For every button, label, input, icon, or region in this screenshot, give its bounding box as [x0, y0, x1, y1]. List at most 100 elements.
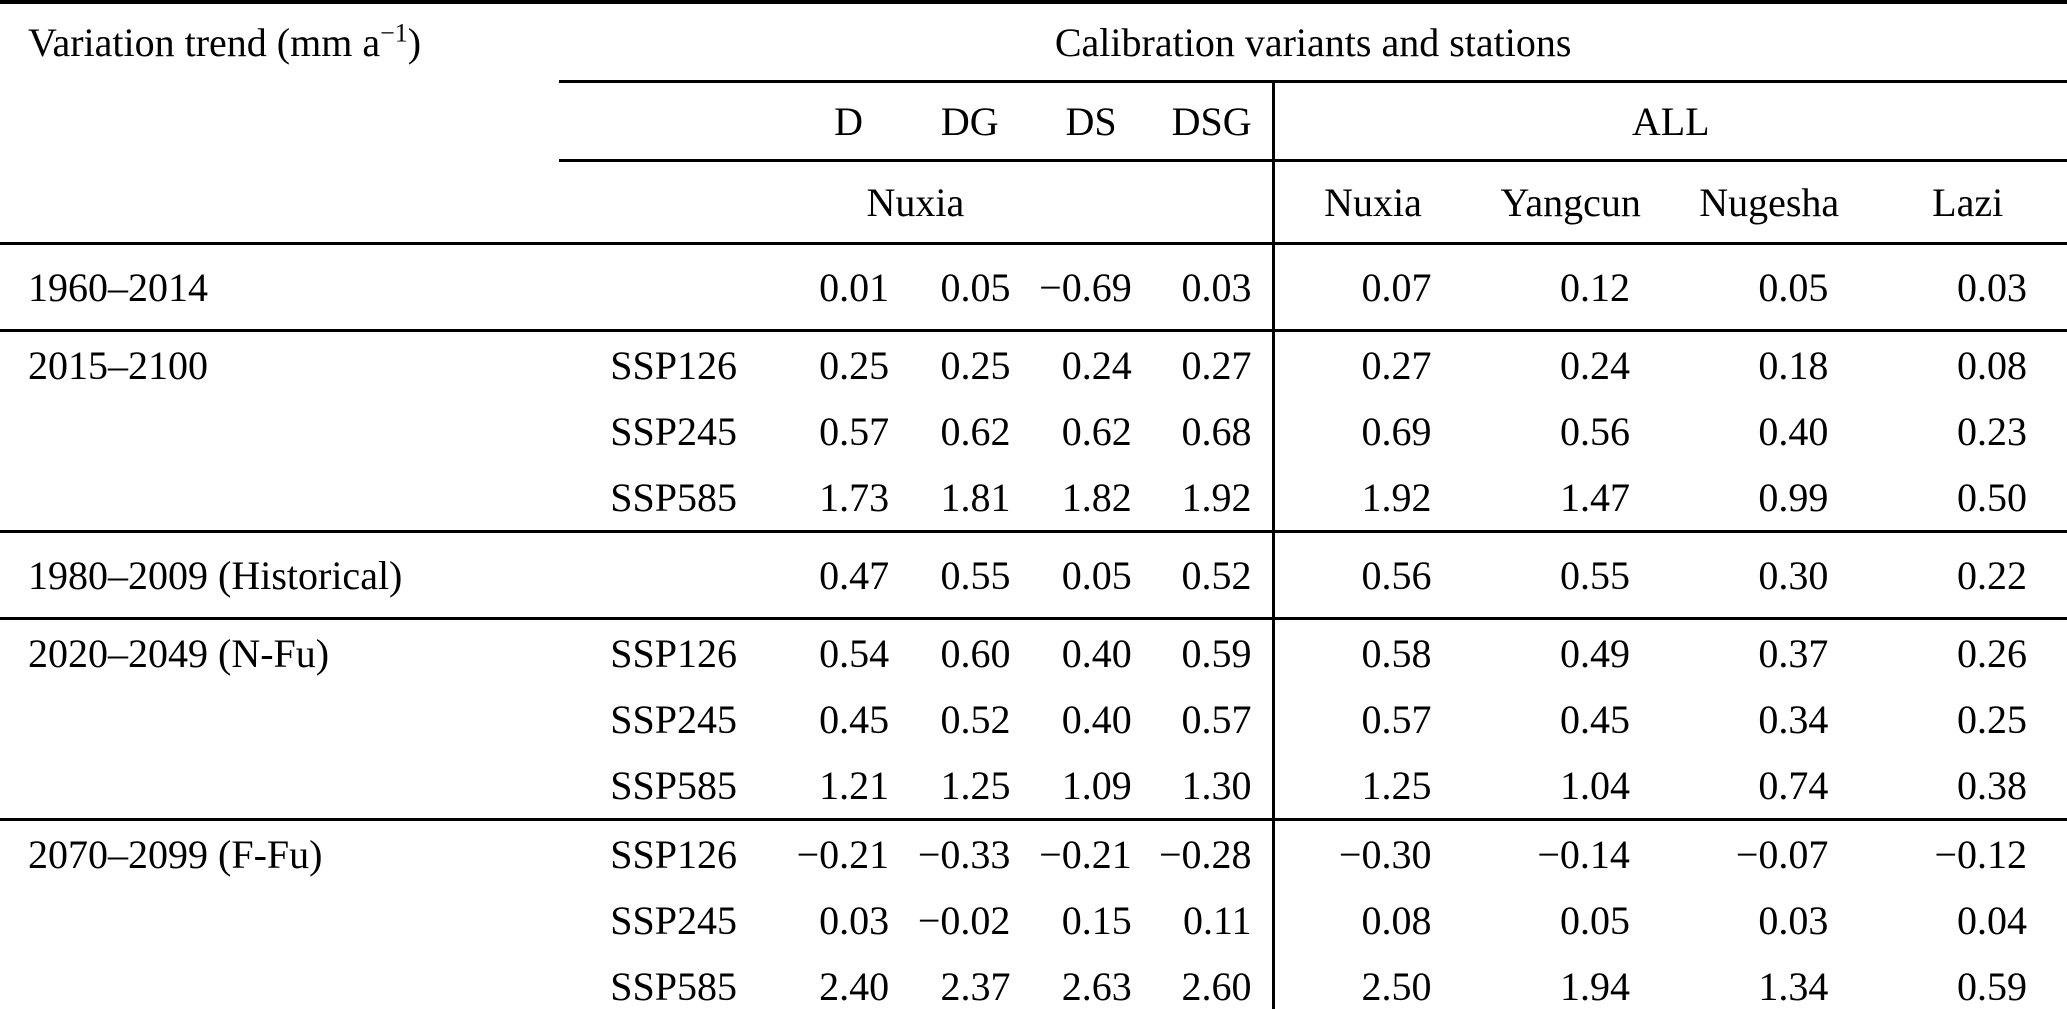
value-cell: 0.03 — [1758, 897, 1829, 943]
table-row: 2020–2049 (N-Fu) SSP126 0.54 0.60 0.40 0.59 0.… — [0, 618, 2067, 686]
scenario-cell: SSP126 — [610, 831, 737, 877]
period-cell: 1960–2014 — [0, 243, 560, 332]
value-cell: 0.68 — [1151, 398, 1275, 464]
table-row: 1960–2014 0.01 0.05 −0.69 0.03 0.07 0.12 0.05 0.… — [0, 243, 2067, 332]
column-header-d: D — [787, 81, 910, 162]
table-row: 2070–2099 (F-Fu) SSP126 −0.21 −0.33 −0.21 −0.… — [0, 819, 2067, 887]
value-cell: 0.30 — [1669, 531, 1869, 620]
value-cell: 0.03 — [1868, 243, 2067, 332]
value-cell: 0.62 — [1061, 408, 1132, 454]
value-cell: 0.22 — [1868, 531, 2067, 620]
value-cell: −0.12 — [1934, 831, 2027, 877]
scenario-cell: SSP126 — [610, 630, 737, 676]
value-cell: 0.27 — [1361, 342, 1432, 388]
value-cell: 0.15 — [1061, 897, 1132, 943]
station-header-yangcun: Yangcun — [1471, 160, 1670, 245]
value-cell: 0.40 — [1758, 408, 1829, 454]
table-title-exponent: −1 — [380, 18, 408, 48]
value-cell: 1.81 — [909, 464, 1031, 533]
value-cell: 0.05 — [1030, 531, 1152, 620]
period-cell — [0, 953, 559, 1009]
value-cell: 0.56 — [1559, 408, 1630, 454]
scenario-cell: SSP126 — [610, 342, 737, 388]
header-row-group: Variation trend (mm a−1) Calibration var… — [0, 2, 2067, 83]
value-cell: 0.26 — [1957, 630, 2027, 676]
value-cell: 0.45 — [819, 696, 890, 742]
value-cell: 0.24 — [1061, 342, 1132, 388]
table-row: SSP585 1.73 1.81 1.82 1.92 1.92 1.47 0.99 0.50 — [0, 464, 2067, 533]
period-cell: 2070–2099 (F-Fu) — [28, 831, 323, 877]
value-cell: 0.57 — [1361, 696, 1432, 742]
scenario-cell: SSP245 — [610, 696, 737, 742]
station-header-lazi: Lazi — [1868, 160, 2067, 245]
value-cell: 0.55 — [909, 531, 1031, 620]
value-cell: 0.04 — [1957, 897, 2027, 943]
value-cell: 1.25 — [909, 752, 1031, 821]
table-body: 1960–2014 0.01 0.05 −0.69 0.03 0.07 0.12 0.05 0.… — [0, 243, 2067, 1009]
value-cell: 0.40 — [1061, 696, 1132, 742]
value-cell: 0.27 — [1151, 330, 1275, 398]
column-header-dsg: DSG — [1151, 81, 1275, 162]
table-row: SSP245 0.45 0.52 0.40 0.57 0.57 0.45 0.34 0.25 — [0, 686, 2067, 752]
value-cell: 0.57 — [819, 408, 890, 454]
scenario-cell — [559, 243, 788, 332]
table-row: SSP245 0.03 −0.02 0.15 0.11 0.08 0.05 0.03 0.04 — [0, 887, 2067, 953]
table-title-suffix: ) — [407, 20, 422, 66]
value-cell: 0.49 — [1559, 630, 1630, 676]
value-cell: 0.07 — [1273, 243, 1472, 332]
value-cell: 0.50 — [1868, 464, 2067, 533]
scenario-cell: SSP585 — [559, 752, 788, 821]
value-cell: −0.69 — [1030, 243, 1152, 332]
value-cell: 2.50 — [1361, 963, 1432, 1009]
value-cell: 0.08 — [1957, 342, 2027, 388]
value-cell: 0.52 — [940, 696, 1011, 742]
value-cell: 0.45 — [1559, 696, 1630, 742]
table-row: SSP245 0.57 0.62 0.62 0.68 0.69 0.56 0.40 0.23 — [0, 398, 2067, 464]
value-cell: 0.99 — [1669, 464, 1869, 533]
value-cell: −0.14 — [1537, 831, 1630, 877]
station-header-nugesha: Nugesha — [1669, 160, 1869, 245]
value-cell: 0.56 — [1273, 531, 1472, 620]
value-cell: 0.59 — [1151, 618, 1275, 686]
value-cell: 2.40 — [819, 963, 890, 1009]
value-cell: 0.74 — [1669, 752, 1869, 821]
value-cell: 1.94 — [1559, 963, 1630, 1009]
value-cell: 0.69 — [1361, 408, 1432, 454]
station-header-nuxia: Nuxia — [1273, 160, 1472, 245]
scenario-cell: SSP245 — [610, 897, 737, 943]
value-cell: 0.60 — [940, 630, 1011, 676]
value-cell: 0.12 — [1471, 243, 1670, 332]
value-cell: −0.02 — [917, 897, 1011, 943]
value-cell: 0.38 — [1868, 752, 2067, 821]
value-cell: 0.05 — [1669, 243, 1869, 332]
value-cell: 1.47 — [1471, 464, 1670, 533]
scenario-cell: SSP585 — [610, 963, 737, 1009]
value-cell: 1.09 — [1030, 752, 1152, 821]
header-row-stations: Nuxia Nuxia Yangcun Nugesha Lazi — [0, 160, 2067, 245]
value-cell: 1.30 — [1151, 752, 1275, 821]
value-cell: 0.11 — [1151, 887, 1275, 953]
period-cell: 1980–2009 (Historical) — [0, 531, 560, 620]
value-cell: 0.59 — [1957, 963, 2027, 1009]
table-title: Variation trend (mm a−1) — [0, 2, 559, 82]
empty-corner-cell — [0, 160, 560, 245]
period-cell: 2020–2049 (N-Fu) — [28, 630, 330, 676]
station-header-nuxia-left: Nuxia — [559, 160, 1275, 245]
header-row-variants: D DG DS DSG ALL — [0, 81, 2067, 162]
value-cell: 0.05 — [1559, 897, 1630, 943]
value-cell: 0.01 — [787, 243, 910, 332]
table-row: SSP585 2.40 2.37 2.63 2.60 2.50 1.94 1.34 0.59 — [0, 953, 2067, 1009]
value-cell: 1.92 — [1151, 464, 1275, 533]
column-header-dg: DG — [909, 81, 1031, 162]
value-cell: 0.54 — [819, 630, 890, 676]
period-cell — [0, 464, 560, 533]
value-cell: 0.47 — [787, 531, 910, 620]
period-cell — [0, 686, 559, 752]
value-cell: −0.21 — [796, 831, 890, 877]
value-cell: 0.57 — [1151, 686, 1275, 752]
value-cell: 1.73 — [787, 464, 910, 533]
value-cell: 0.03 — [1151, 243, 1275, 332]
group-title-cell: Calibration variants and stations — [559, 2, 2067, 83]
